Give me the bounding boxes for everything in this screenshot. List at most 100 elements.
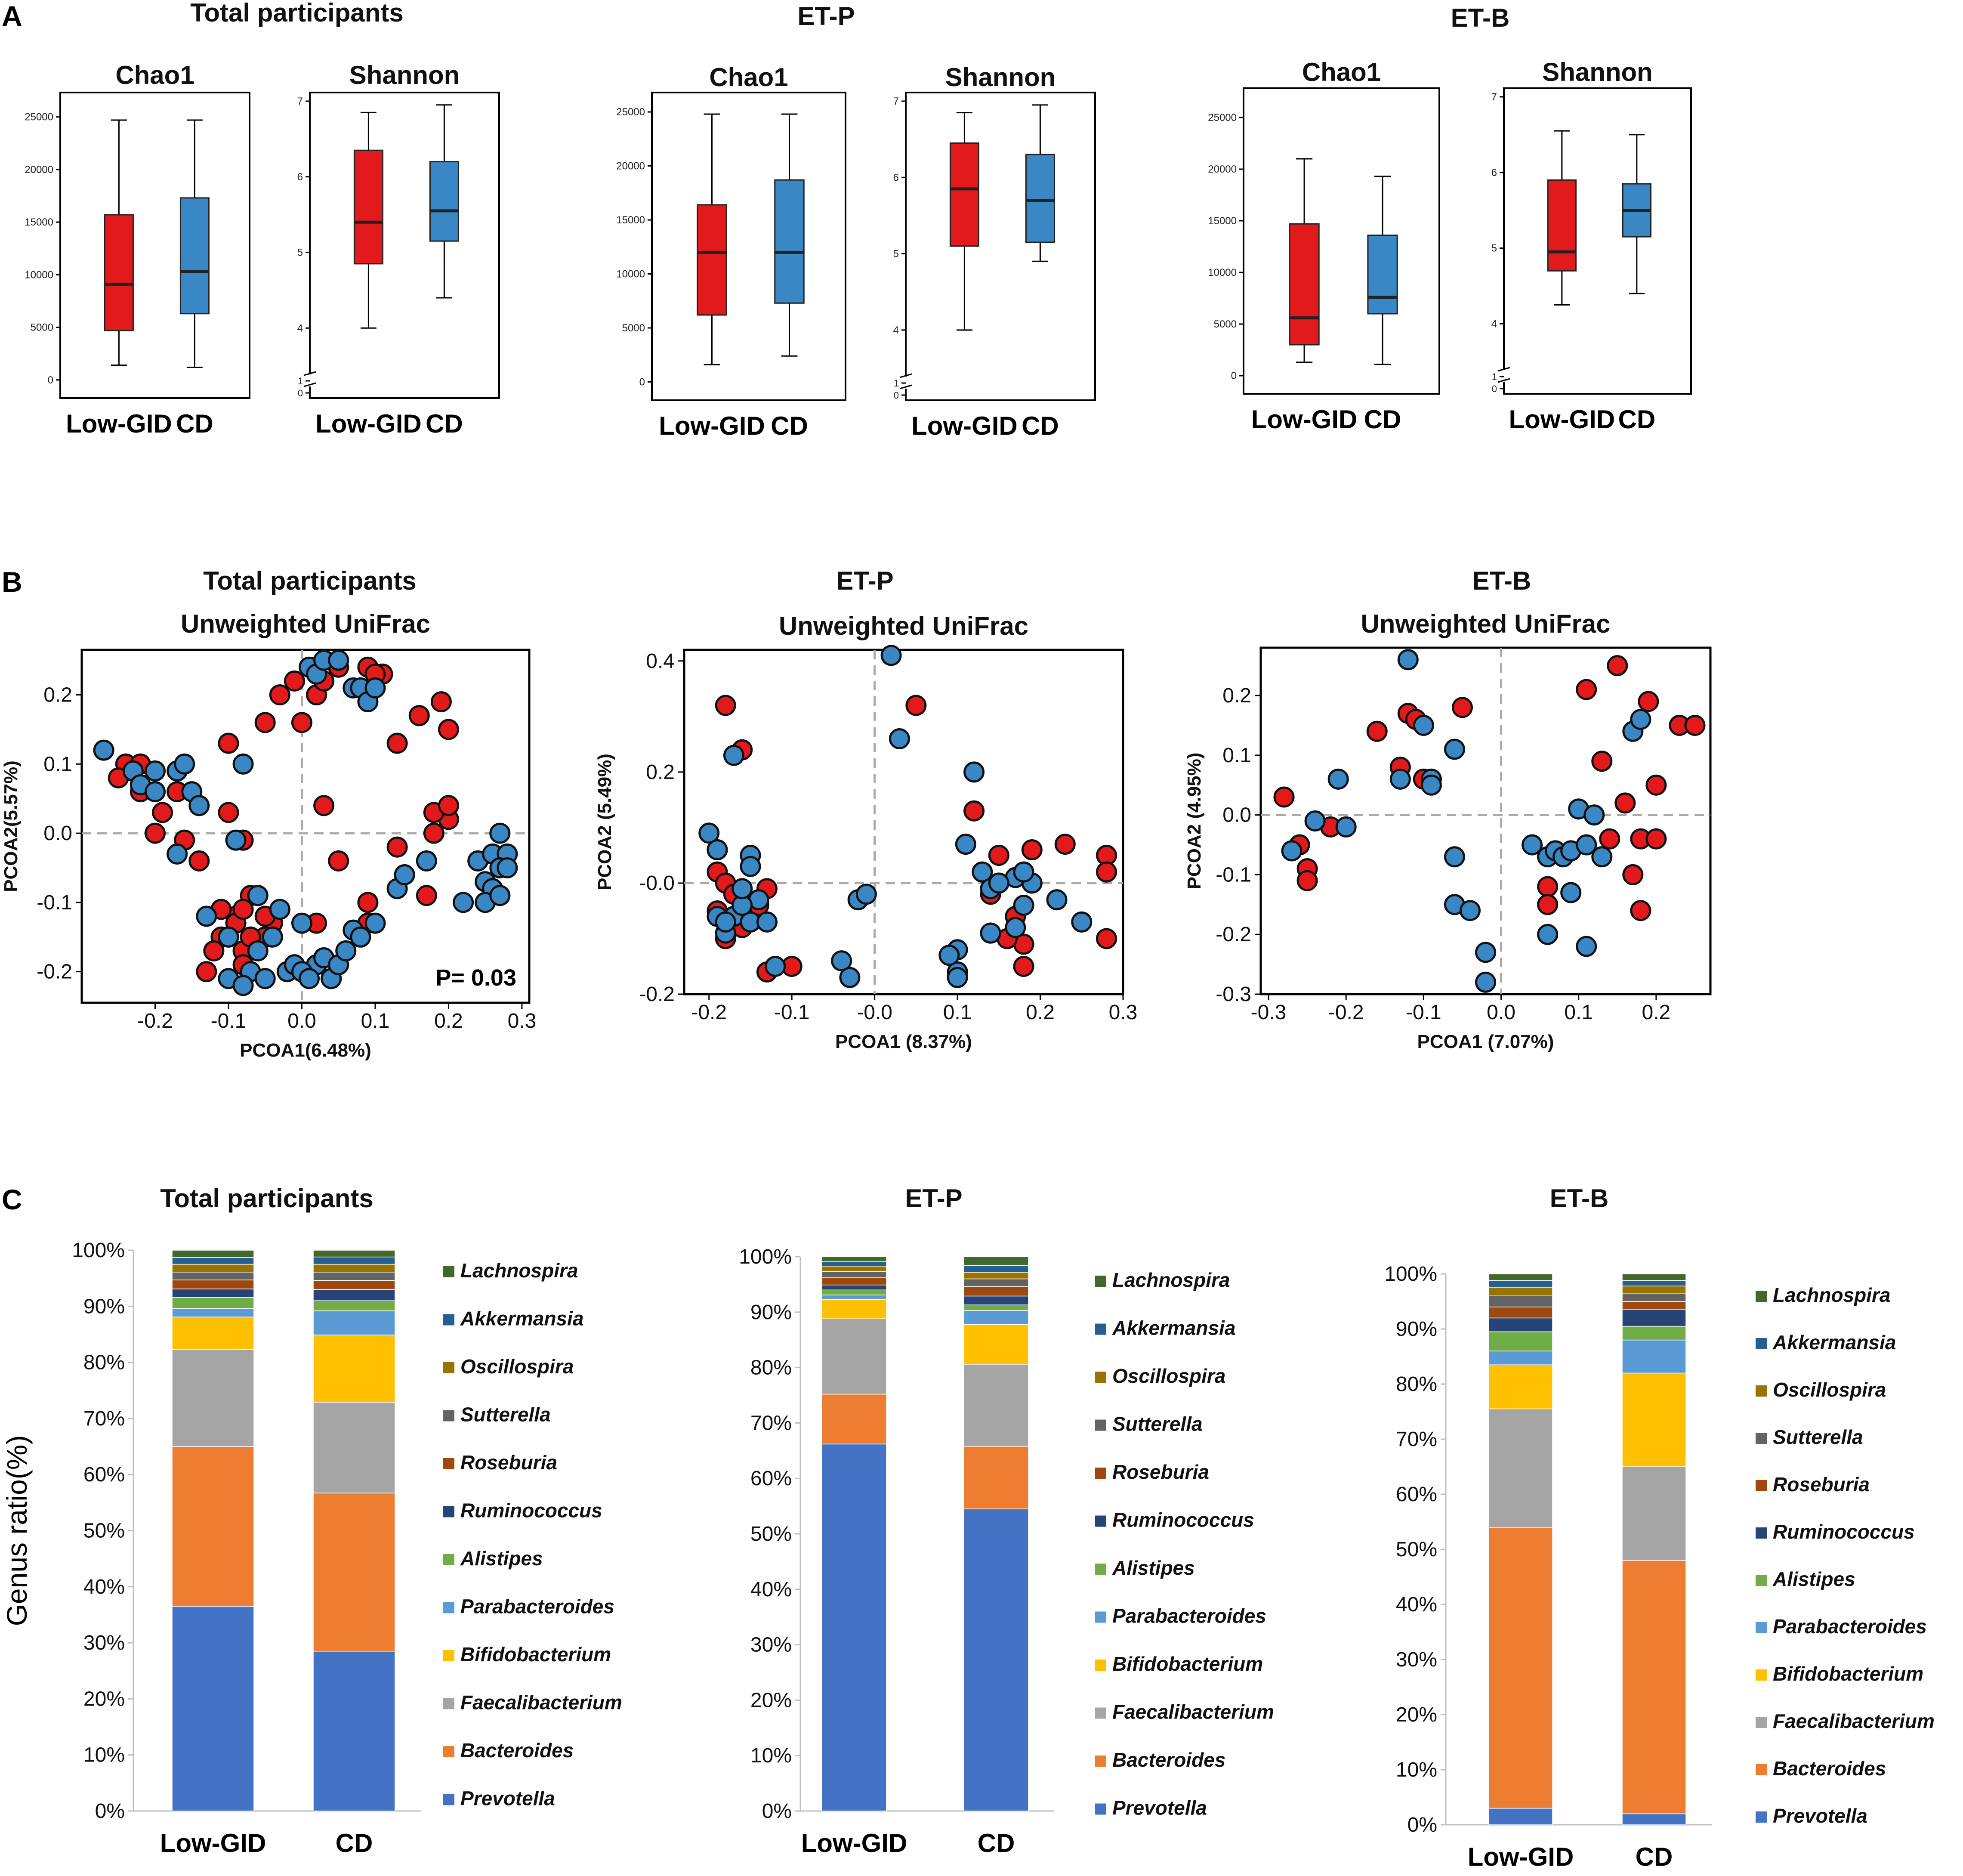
point-cd xyxy=(1522,834,1543,856)
bar-segment-oscillospira xyxy=(963,1272,1029,1280)
bar-segment-roseburia xyxy=(1622,1301,1686,1310)
bar-segment-ruminococcus xyxy=(1622,1309,1686,1327)
legend-swatch-oscillospira xyxy=(443,1362,454,1373)
legend-swatch-ruminococcus xyxy=(1095,1515,1106,1527)
point-low-gid xyxy=(1630,900,1651,921)
y-tick-label: 0% xyxy=(95,1800,125,1823)
group-title-b-etb: ET-B xyxy=(1472,566,1531,595)
y-tick-label: 70% xyxy=(1396,1428,1437,1451)
point-cd xyxy=(291,912,312,934)
point-cd xyxy=(1013,895,1034,916)
scatter-total-unifrac: Unweighted UniFrac -0.2 -0.1 0.0 0.1 0.2 0.3 -0… xyxy=(0,609,536,1061)
panel-label-c: C xyxy=(2,1184,22,1215)
point-cd xyxy=(364,677,386,698)
y-tick-label: 0.1 xyxy=(1222,744,1251,767)
legend-label-faecalibacterium: Faecalibacterium xyxy=(1112,1701,1274,1723)
plot-frame xyxy=(1503,87,1692,395)
legend-label-akkermansia: Akkermansia xyxy=(1772,1331,1896,1354)
x-category-label: CD xyxy=(336,1829,373,1857)
bar-segment-akkermansia xyxy=(1622,1280,1686,1286)
y-tick-label: 25000 xyxy=(616,106,645,118)
legend-swatch-ruminococcus xyxy=(443,1506,454,1517)
plot-subtitle: Unweighted UniFrac xyxy=(1361,609,1610,638)
y-tick-label: 50% xyxy=(1396,1538,1437,1561)
group-title-c-etb: ET-B xyxy=(1550,1184,1609,1213)
y-tick-label: 0% xyxy=(762,1800,792,1823)
bar-segment-oscillospira xyxy=(313,1264,395,1273)
legend-label-faecalibacterium: Faecalibacterium xyxy=(460,1691,622,1714)
bar-segment-lachnospira xyxy=(172,1250,254,1258)
y-tick-label: 10% xyxy=(1396,1759,1437,1781)
point-cd xyxy=(416,850,437,872)
x-tick-label: -0.0 xyxy=(857,1001,892,1024)
bar-segment-lachnospira xyxy=(821,1256,887,1262)
point-low-gid xyxy=(1096,861,1117,883)
y-tick-label: 50% xyxy=(750,1523,792,1545)
point-cd xyxy=(980,922,1001,944)
bar-segment-alistipes xyxy=(821,1289,887,1295)
box-low-gid xyxy=(1289,223,1320,346)
y-tick-label: 4 xyxy=(1491,318,1497,330)
point-cd xyxy=(167,843,188,865)
bar-segment-alistipes xyxy=(1488,1331,1553,1351)
plot-frame xyxy=(59,92,250,399)
y-tick-label: 20% xyxy=(1396,1703,1437,1726)
legend-label-bifidobacterium: Bifidobacterium xyxy=(1112,1653,1263,1675)
point-cd xyxy=(1560,882,1582,903)
bar-segment-faecalibacterium xyxy=(821,1318,887,1395)
legend-swatch-lachnospira xyxy=(1756,1291,1767,1302)
bar-segment-bifidobacterium xyxy=(821,1299,887,1320)
bar-segment-bacteroides xyxy=(963,1446,1029,1509)
y-tick-label: 0.0 xyxy=(43,822,72,845)
point-cd xyxy=(174,753,195,775)
point-low-gid xyxy=(1273,786,1295,808)
x-tick-label: 0.2 xyxy=(1642,1001,1671,1024)
bar-segment-sutterella xyxy=(1622,1293,1686,1302)
point-cd xyxy=(1413,714,1434,736)
plot-subtitle: Unweighted UniFrac xyxy=(779,612,1028,640)
point-cd xyxy=(947,967,968,988)
x-axis-label: PCOA1 (8.37%) xyxy=(835,1031,972,1052)
y-tick-label: 5 xyxy=(893,248,899,260)
point-cd xyxy=(1327,768,1349,790)
y-tick-label: 20000 xyxy=(616,161,645,172)
legend-swatch-roseburia xyxy=(1756,1480,1767,1491)
plot-title: Chao1 xyxy=(1302,58,1381,87)
legend-swatch-akkermansia xyxy=(1756,1338,1767,1349)
x-tick-label: -0.1 xyxy=(211,1010,247,1032)
boxplot-etb-shannon: Shannon 4 5 6 7 01 Low-GID CD xyxy=(1491,58,1692,434)
legend-swatch-sutterella xyxy=(1756,1433,1767,1444)
point-cd xyxy=(232,975,254,996)
point-cd xyxy=(880,645,902,666)
point-cd xyxy=(144,760,166,782)
bar-segment-alistipes xyxy=(172,1297,254,1309)
point-cd xyxy=(93,739,114,761)
point-low-gid xyxy=(1645,774,1667,796)
y-tick-label: 25000 xyxy=(1208,112,1237,124)
point-cd xyxy=(364,912,386,934)
legend-swatch-roseburia xyxy=(443,1458,454,1469)
x-category-label: Low-GID xyxy=(911,411,1018,440)
point-cd xyxy=(1389,768,1411,790)
y-tick-label: 6 xyxy=(297,171,303,183)
point-low-gid xyxy=(144,822,166,844)
box-low-gid xyxy=(1547,179,1577,272)
y-tick-label: 40% xyxy=(83,1576,125,1598)
point-cd xyxy=(1046,889,1068,911)
y-tick-label: 90% xyxy=(750,1301,792,1324)
legend-swatch-akkermansia xyxy=(443,1314,454,1326)
legend-swatch-faecalibacterium xyxy=(443,1698,454,1709)
y-tick-label: 40% xyxy=(750,1578,792,1601)
bar-segment-oscillospira xyxy=(821,1266,887,1272)
y-tick-label: 100% xyxy=(1384,1263,1437,1286)
plot-frame xyxy=(1243,87,1440,395)
legend-swatch-oscillospira xyxy=(1756,1385,1767,1397)
point-cd xyxy=(972,861,993,883)
box-low-gid xyxy=(353,149,383,265)
stacked-bar-etb: 0% 10% 20% 30% 40% 50% 60% 70% 80% 90% 100% Low-GID… xyxy=(1384,1263,1935,1871)
legend-label-bacteroides: Bacteroides xyxy=(1112,1749,1225,1771)
legend-label-alistipes: Alistipes xyxy=(460,1547,543,1570)
y-tick-label: 80% xyxy=(83,1351,125,1374)
x-category-label: Low-GID xyxy=(66,409,172,438)
